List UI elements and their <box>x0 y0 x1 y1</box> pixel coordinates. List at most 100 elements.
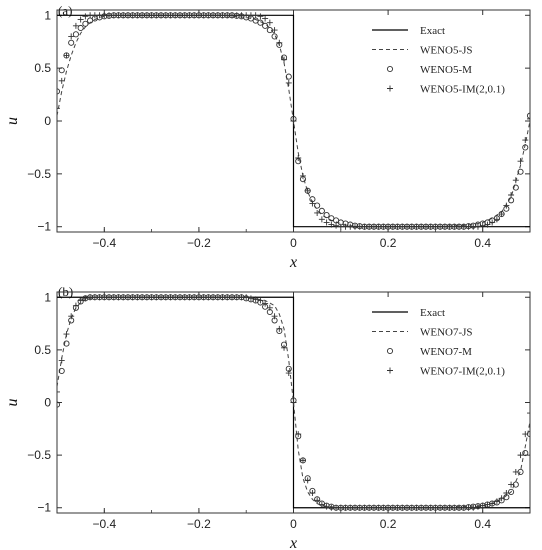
data-point-plus <box>77 297 84 304</box>
data-point-plus <box>285 79 292 86</box>
data-point-plus <box>517 452 524 459</box>
plot-area-a <box>57 12 530 230</box>
data-point-plus <box>295 431 302 438</box>
data-point-plus <box>271 313 278 320</box>
data-point-circle <box>257 19 264 26</box>
data-point-plus <box>333 222 340 229</box>
data-point-plus <box>498 495 505 502</box>
legend-item-b: Exact <box>372 307 445 319</box>
legend-item-a: Exact <box>372 25 445 37</box>
data-point-circle <box>82 20 89 27</box>
data-point-plus <box>82 295 89 302</box>
y-tick-label-b: −0.5 <box>27 448 51 462</box>
x-tick-label-a: 0 <box>290 236 297 250</box>
data-point-plus <box>243 294 250 301</box>
data-point-plus <box>266 19 273 26</box>
data-point-plus <box>262 15 269 22</box>
series-weno5-im-2-0-1 <box>57 12 530 230</box>
data-point-plus <box>257 13 264 20</box>
data-point-plus <box>318 501 325 508</box>
legend-item-a: WENO5-IM(2,0.1) <box>387 84 505 96</box>
y-tick-label-a: −1 <box>37 220 51 234</box>
data-point-plus <box>247 295 254 302</box>
legend-label-b: WENO7-M <box>420 346 472 358</box>
y-tick-label-b: 0.5 <box>34 343 51 357</box>
data-point-plus <box>503 202 510 209</box>
data-point-circle <box>58 367 65 374</box>
legend-swatch-circle <box>386 65 394 73</box>
data-point-plus <box>498 211 505 218</box>
data-point-plus <box>318 216 325 223</box>
data-point-plus <box>527 115 530 122</box>
data-point-plus <box>517 158 524 165</box>
data-point-plus <box>281 344 288 351</box>
data-point-plus <box>328 221 335 228</box>
data-point-circle <box>318 207 325 214</box>
data-point-circle <box>77 24 84 32</box>
legend-item-b: WENO7-IM(2,0.1) <box>387 366 505 378</box>
y-tick-label-b: 1 <box>44 290 51 304</box>
legend-label-a: WENO5-JS <box>420 45 473 57</box>
data-point-plus <box>72 22 79 29</box>
data-point-plus <box>285 370 292 377</box>
data-point-plus <box>479 502 486 509</box>
data-point-plus <box>68 33 75 40</box>
y-tick-label-a: −0.5 <box>27 167 51 181</box>
chart-panel-a: (a) −0.4 −0.2 0 0.2 0.410.50−0.5−1xuExactWEN… <box>4 3 531 271</box>
data-point-plus <box>262 300 269 307</box>
x-axis-label-a: x <box>289 254 297 271</box>
data-point-plus <box>57 105 60 112</box>
data-point-plus <box>299 172 306 179</box>
data-point-plus <box>295 155 302 161</box>
data-point-plus <box>484 501 491 508</box>
series-weno7-im-2-0-1 <box>57 294 530 511</box>
y-axis-label-b: u <box>4 399 21 407</box>
legend-b: Exact WENO7-JS WENO7-M WENO7-IM(2,0.1) <box>372 307 505 378</box>
data-point-plus <box>484 221 491 228</box>
legend-label-a: WENO5-M <box>420 64 472 76</box>
data-point-circle <box>522 144 529 151</box>
data-point-plus <box>323 503 330 510</box>
data-point-plus <box>72 302 79 309</box>
data-point-plus <box>309 200 316 207</box>
data-point-plus <box>58 357 65 364</box>
data-point-plus <box>252 296 259 303</box>
data-point-circle <box>72 31 79 38</box>
y-axis-label-a: u <box>4 117 21 125</box>
legend-item-b: WENO7-JS <box>372 327 473 339</box>
data-point-plus <box>63 331 70 338</box>
legend-label-a: WENO5-IM(2,0.1) <box>420 84 505 96</box>
chart-panel-b: (b) −0.4 −0.2 0 0.2 0.410.50−0.5−1xuExactWEN… <box>4 284 531 550</box>
data-point-plus <box>63 52 70 59</box>
data-point-plus <box>276 325 283 332</box>
x-tick-label-a: −0.2 <box>187 236 211 250</box>
x-tick-label-b: −0.2 <box>187 517 211 531</box>
legend-item-a: WENO5-M <box>386 64 472 76</box>
data-point-plus <box>522 431 529 438</box>
data-point-circle <box>68 39 75 46</box>
data-point-circle <box>314 202 321 209</box>
data-point-plus <box>522 137 529 144</box>
legend-label-b: Exact <box>420 307 445 319</box>
data-point-plus <box>323 219 330 226</box>
legend-label-b: WENO7-IM(2,0.1) <box>420 366 505 378</box>
data-point-circle <box>323 212 330 219</box>
y-tick-label-b: −1 <box>37 501 51 515</box>
data-point-circle <box>63 340 70 347</box>
data-point-plus <box>77 16 84 23</box>
legend-a: Exact WENO5-JS WENO5-M WENO5-IM(2,0.1) <box>372 25 505 96</box>
data-point-plus <box>304 477 311 484</box>
data-point-plus <box>489 219 496 226</box>
data-point-plus <box>304 187 311 194</box>
data-point-plus <box>271 27 278 34</box>
legend-swatch-plus <box>387 367 393 374</box>
x-tick-label-b: 0.4 <box>474 517 491 531</box>
data-point-plus <box>266 304 273 311</box>
data-point-plus <box>527 410 530 417</box>
data-point-circle <box>57 88 61 95</box>
legend-swatch-plus <box>387 85 393 92</box>
data-point-plus <box>314 497 321 504</box>
legend-swatch-circle <box>386 347 394 355</box>
data-point-plus <box>474 503 481 510</box>
